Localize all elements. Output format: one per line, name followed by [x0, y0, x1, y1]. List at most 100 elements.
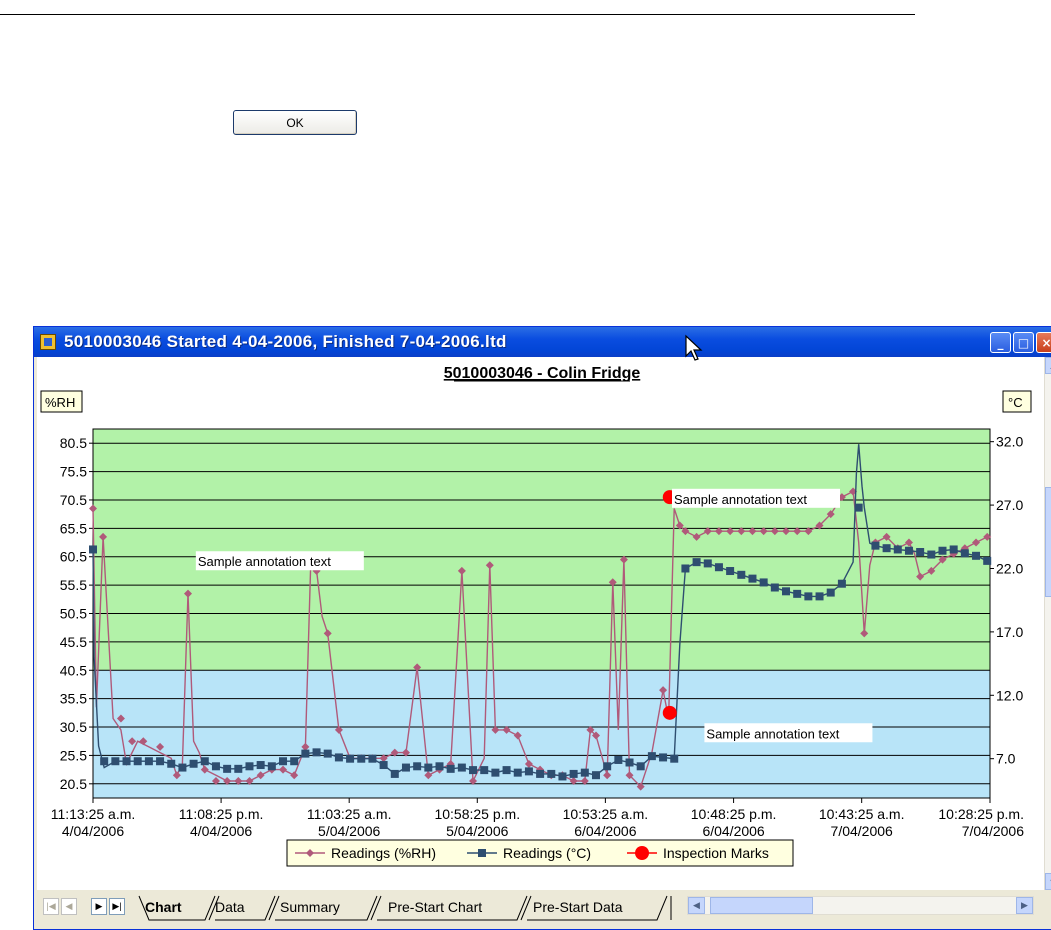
rh-point-marker [916, 572, 925, 581]
temp-point-marker [256, 761, 265, 770]
y-left-tick-label: 30.5 [60, 719, 87, 735]
tab-pre-start-chart[interactable]: Pre-Start Chart [388, 899, 483, 915]
rh-point-marker [513, 731, 522, 740]
rh-point-marker [457, 566, 466, 575]
first-sheet-icon[interactable]: |◀ [43, 898, 59, 915]
temp-point-marker [871, 541, 880, 550]
rh-point-marker [502, 725, 511, 734]
x-tick-label: 11:08:25 p.m. [179, 806, 264, 822]
horizontal-scrollbar[interactable]: ◀ ▶ [687, 896, 1034, 915]
temp-point-marker [893, 545, 902, 554]
temp-point-marker [770, 583, 779, 592]
y-left-tick-label: 65.5 [60, 520, 87, 536]
temp-point-marker [759, 578, 768, 587]
rh-point-marker [223, 776, 232, 785]
temp-point-marker [854, 503, 863, 512]
tab-chart[interactable]: Chart [145, 899, 182, 915]
rh-point-marker [401, 748, 410, 757]
vertical-scroll-thumb[interactable] [1045, 487, 1051, 597]
scroll-up-icon[interactable]: ▲ [1045, 357, 1051, 374]
temp-point-marker [245, 762, 254, 771]
close-button[interactable]: × [1036, 332, 1051, 353]
temp-point-marker [144, 757, 153, 766]
x-tick-label: 10:28:25 p.m. [938, 806, 1024, 822]
temp-point-marker [938, 546, 947, 555]
temp-point-marker [390, 769, 399, 778]
tab-data[interactable]: Data [215, 899, 245, 915]
rh-point-marker [234, 776, 243, 785]
temp-point-marker [502, 766, 511, 775]
rh-point-marker [379, 754, 388, 763]
band-0 [93, 429, 990, 671]
temp-point-marker [714, 563, 723, 572]
scroll-down-icon[interactable]: ▼ [1045, 873, 1051, 890]
y-right-tick-label: 32.0 [996, 434, 1023, 450]
annotation-text: Sample annotation text [198, 554, 331, 569]
rh-point-marker [714, 527, 723, 536]
rh-point-marker [972, 538, 981, 547]
temp-point-marker [133, 757, 142, 766]
ylabel-left-box [40, 390, 83, 413]
ok-button[interactable]: OK [233, 110, 357, 135]
temp-point-marker [290, 757, 299, 766]
temp-point-marker [178, 763, 187, 772]
rh-point-marker [184, 589, 193, 598]
rh-point-marker [156, 742, 165, 751]
temp-point-marker [401, 763, 410, 772]
annotation-box [704, 723, 873, 743]
horizontal-scroll-thumb[interactable] [710, 897, 813, 914]
rh-point-marker [485, 561, 494, 570]
temp-point-marker [904, 546, 913, 555]
temp-point-marker [167, 759, 176, 768]
temp-point-marker [491, 768, 500, 777]
y-left-tick-label: 50.5 [60, 606, 87, 622]
rh-point-marker [591, 731, 600, 740]
rh-point-marker [256, 771, 265, 780]
x-tick-label: 7/04/2006 [962, 823, 1024, 839]
temp-point-marker [591, 771, 600, 780]
annotation-box [195, 551, 364, 571]
maximize-button[interactable]: □ [1013, 332, 1034, 353]
rh-point-marker [793, 527, 802, 536]
annotation-text: Sample annotation text [706, 726, 839, 741]
temp-point-marker [569, 769, 578, 778]
temp-point-marker [223, 764, 232, 773]
temp-point-marker [558, 772, 567, 781]
vertical-scrollbar[interactable]: ▲ ▼ [1044, 357, 1051, 890]
y-left-tick-label: 35.5 [60, 691, 87, 707]
temp-point-marker [804, 592, 813, 601]
annotation-text: Sample annotation text [674, 492, 807, 507]
window-title: 5010003046 Started 4-04-2006, Finished 7… [64, 332, 507, 351]
temp-point-marker [782, 587, 791, 596]
rh-point-marker [469, 776, 478, 785]
scroll-left-icon[interactable]: ◀ [688, 897, 705, 914]
temp-point-marker [379, 761, 388, 770]
temp-point-marker [122, 757, 131, 766]
temp-point-marker [312, 748, 321, 757]
temp-point-marker [334, 753, 343, 762]
rh-point-marker [849, 487, 858, 496]
app-icon[interactable] [40, 334, 56, 350]
rh-point-marker [782, 527, 791, 536]
scroll-right-icon[interactable]: ▶ [1016, 897, 1033, 914]
x-tick-label: 11:13:25 a.m. [51, 806, 136, 822]
rh-point-marker [938, 555, 947, 564]
temp-point-marker [636, 762, 645, 771]
tab-pre-start-data[interactable]: Pre-Start Data [533, 899, 623, 915]
prev-sheet-icon[interactable]: ◀ [61, 898, 77, 915]
next-sheet-icon[interactable]: ▶ [91, 898, 107, 915]
temp-point-marker [603, 762, 612, 771]
temp-point-marker [368, 754, 377, 763]
rh-point-marker [301, 742, 310, 751]
temp-point-marker [189, 759, 198, 768]
tab-summary[interactable]: Summary [280, 899, 340, 915]
rh-point-marker [759, 527, 768, 536]
y-left-tick-label: 75.5 [60, 464, 87, 480]
window-titlebar[interactable]: 5010003046 Started 4-04-2006, Finished 7… [34, 327, 1051, 357]
legend-label: Inspection Marks [663, 845, 769, 861]
temp-point-marker [234, 764, 243, 773]
minimize-button[interactable]: _ [990, 332, 1011, 353]
last-sheet-icon[interactable]: ▶| [109, 898, 125, 915]
rh-point-marker [675, 521, 684, 530]
legend-marker [306, 849, 314, 857]
